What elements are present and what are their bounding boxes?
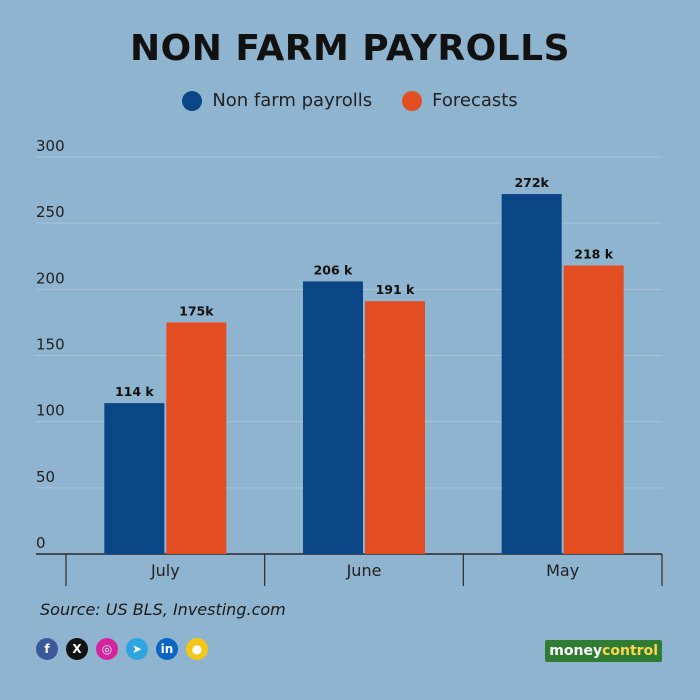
linkedin-icon[interactable]: in <box>156 638 178 660</box>
legend-item-payrolls: Non farm payrolls <box>182 90 372 111</box>
legend-label-payrolls: Non farm payrolls <box>212 90 373 111</box>
y-tick-label: 100 <box>36 402 65 420</box>
instagram-icon[interactable]: ◎ <box>96 638 118 660</box>
data-label: 114 k <box>115 384 154 399</box>
source-note: Source: US BLS, Investing.com <box>40 600 286 619</box>
chart-title: NON FARM PAYROLLS <box>130 28 570 69</box>
data-label: 218 k <box>574 247 613 262</box>
legend-item-forecasts: Forecasts <box>402 90 518 111</box>
koo-icon[interactable]: ● <box>186 638 208 660</box>
facebook-icon[interactable]: f <box>36 638 58 660</box>
bar-payrolls <box>104 403 165 554</box>
bar-payrolls <box>501 194 562 554</box>
y-tick-label: 150 <box>36 336 65 354</box>
social-icons: f X ◎ ➤ in ● <box>36 638 208 660</box>
bar-payrolls <box>303 281 363 554</box>
moneycontrol-logo: money control <box>545 640 662 662</box>
bar-forecasts <box>563 265 624 554</box>
bar-chart: 0 50 100 150 200 250 300 114 k 175k July 206 k 191 … <box>36 137 663 586</box>
legend-label-forecasts: Forecasts <box>432 90 518 111</box>
telegram-icon[interactable]: ➤ <box>126 638 148 660</box>
x-tick-label: July <box>150 561 180 580</box>
data-label: 191 k <box>376 282 415 297</box>
y-tick-label: 200 <box>36 269 65 287</box>
y-tick-label: 50 <box>36 468 55 486</box>
legend: Non farm payrolls Forecasts <box>0 90 700 111</box>
legend-swatch-forecasts <box>402 90 423 111</box>
logo-text-money: money <box>549 643 603 659</box>
bar-forecasts <box>365 301 425 554</box>
y-tick-label: 300 <box>36 137 65 155</box>
x-tick-label: June <box>346 561 382 580</box>
bar-forecasts <box>166 322 227 554</box>
x-tick-label: May <box>546 561 579 580</box>
y-tick-label: 0 <box>36 534 46 552</box>
data-label: 272k <box>514 175 549 190</box>
logo-text-control: control <box>602 643 658 659</box>
y-tick-label: 250 <box>36 203 65 221</box>
data-label: 206 k <box>314 262 353 277</box>
x-icon[interactable]: X <box>66 638 88 660</box>
legend-swatch-payrolls <box>182 90 203 111</box>
data-label: 175k <box>179 303 214 318</box>
